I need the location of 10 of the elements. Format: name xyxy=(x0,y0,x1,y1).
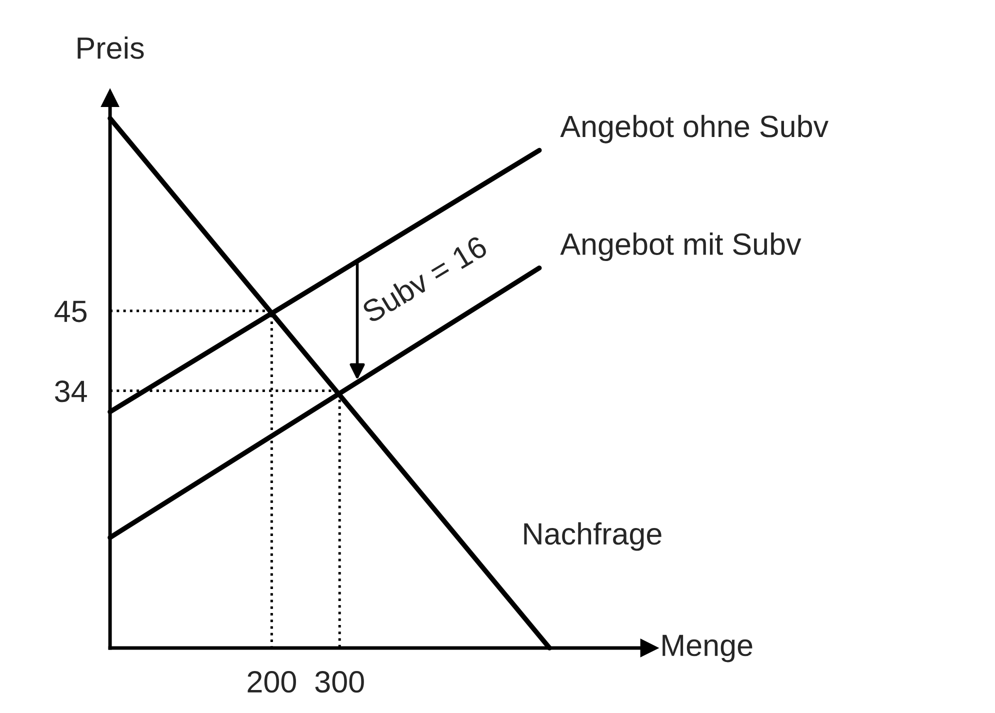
annotation: Subv = 16 xyxy=(360,234,488,324)
series-label: Nachfrage xyxy=(524,522,662,551)
y-tick-label: 34 xyxy=(55,380,87,402)
series-label: Angebot mit Subv xyxy=(560,232,802,262)
series-label: Angebot ohne Subv xyxy=(560,114,828,144)
x-tick-label: 200 xyxy=(248,671,296,693)
x-tick-label: 300 xyxy=(315,671,364,693)
y-axis-title: Preis xyxy=(78,36,144,59)
x-axis-title: Menge xyxy=(662,634,752,662)
y-tick-label: 45 xyxy=(54,300,87,322)
